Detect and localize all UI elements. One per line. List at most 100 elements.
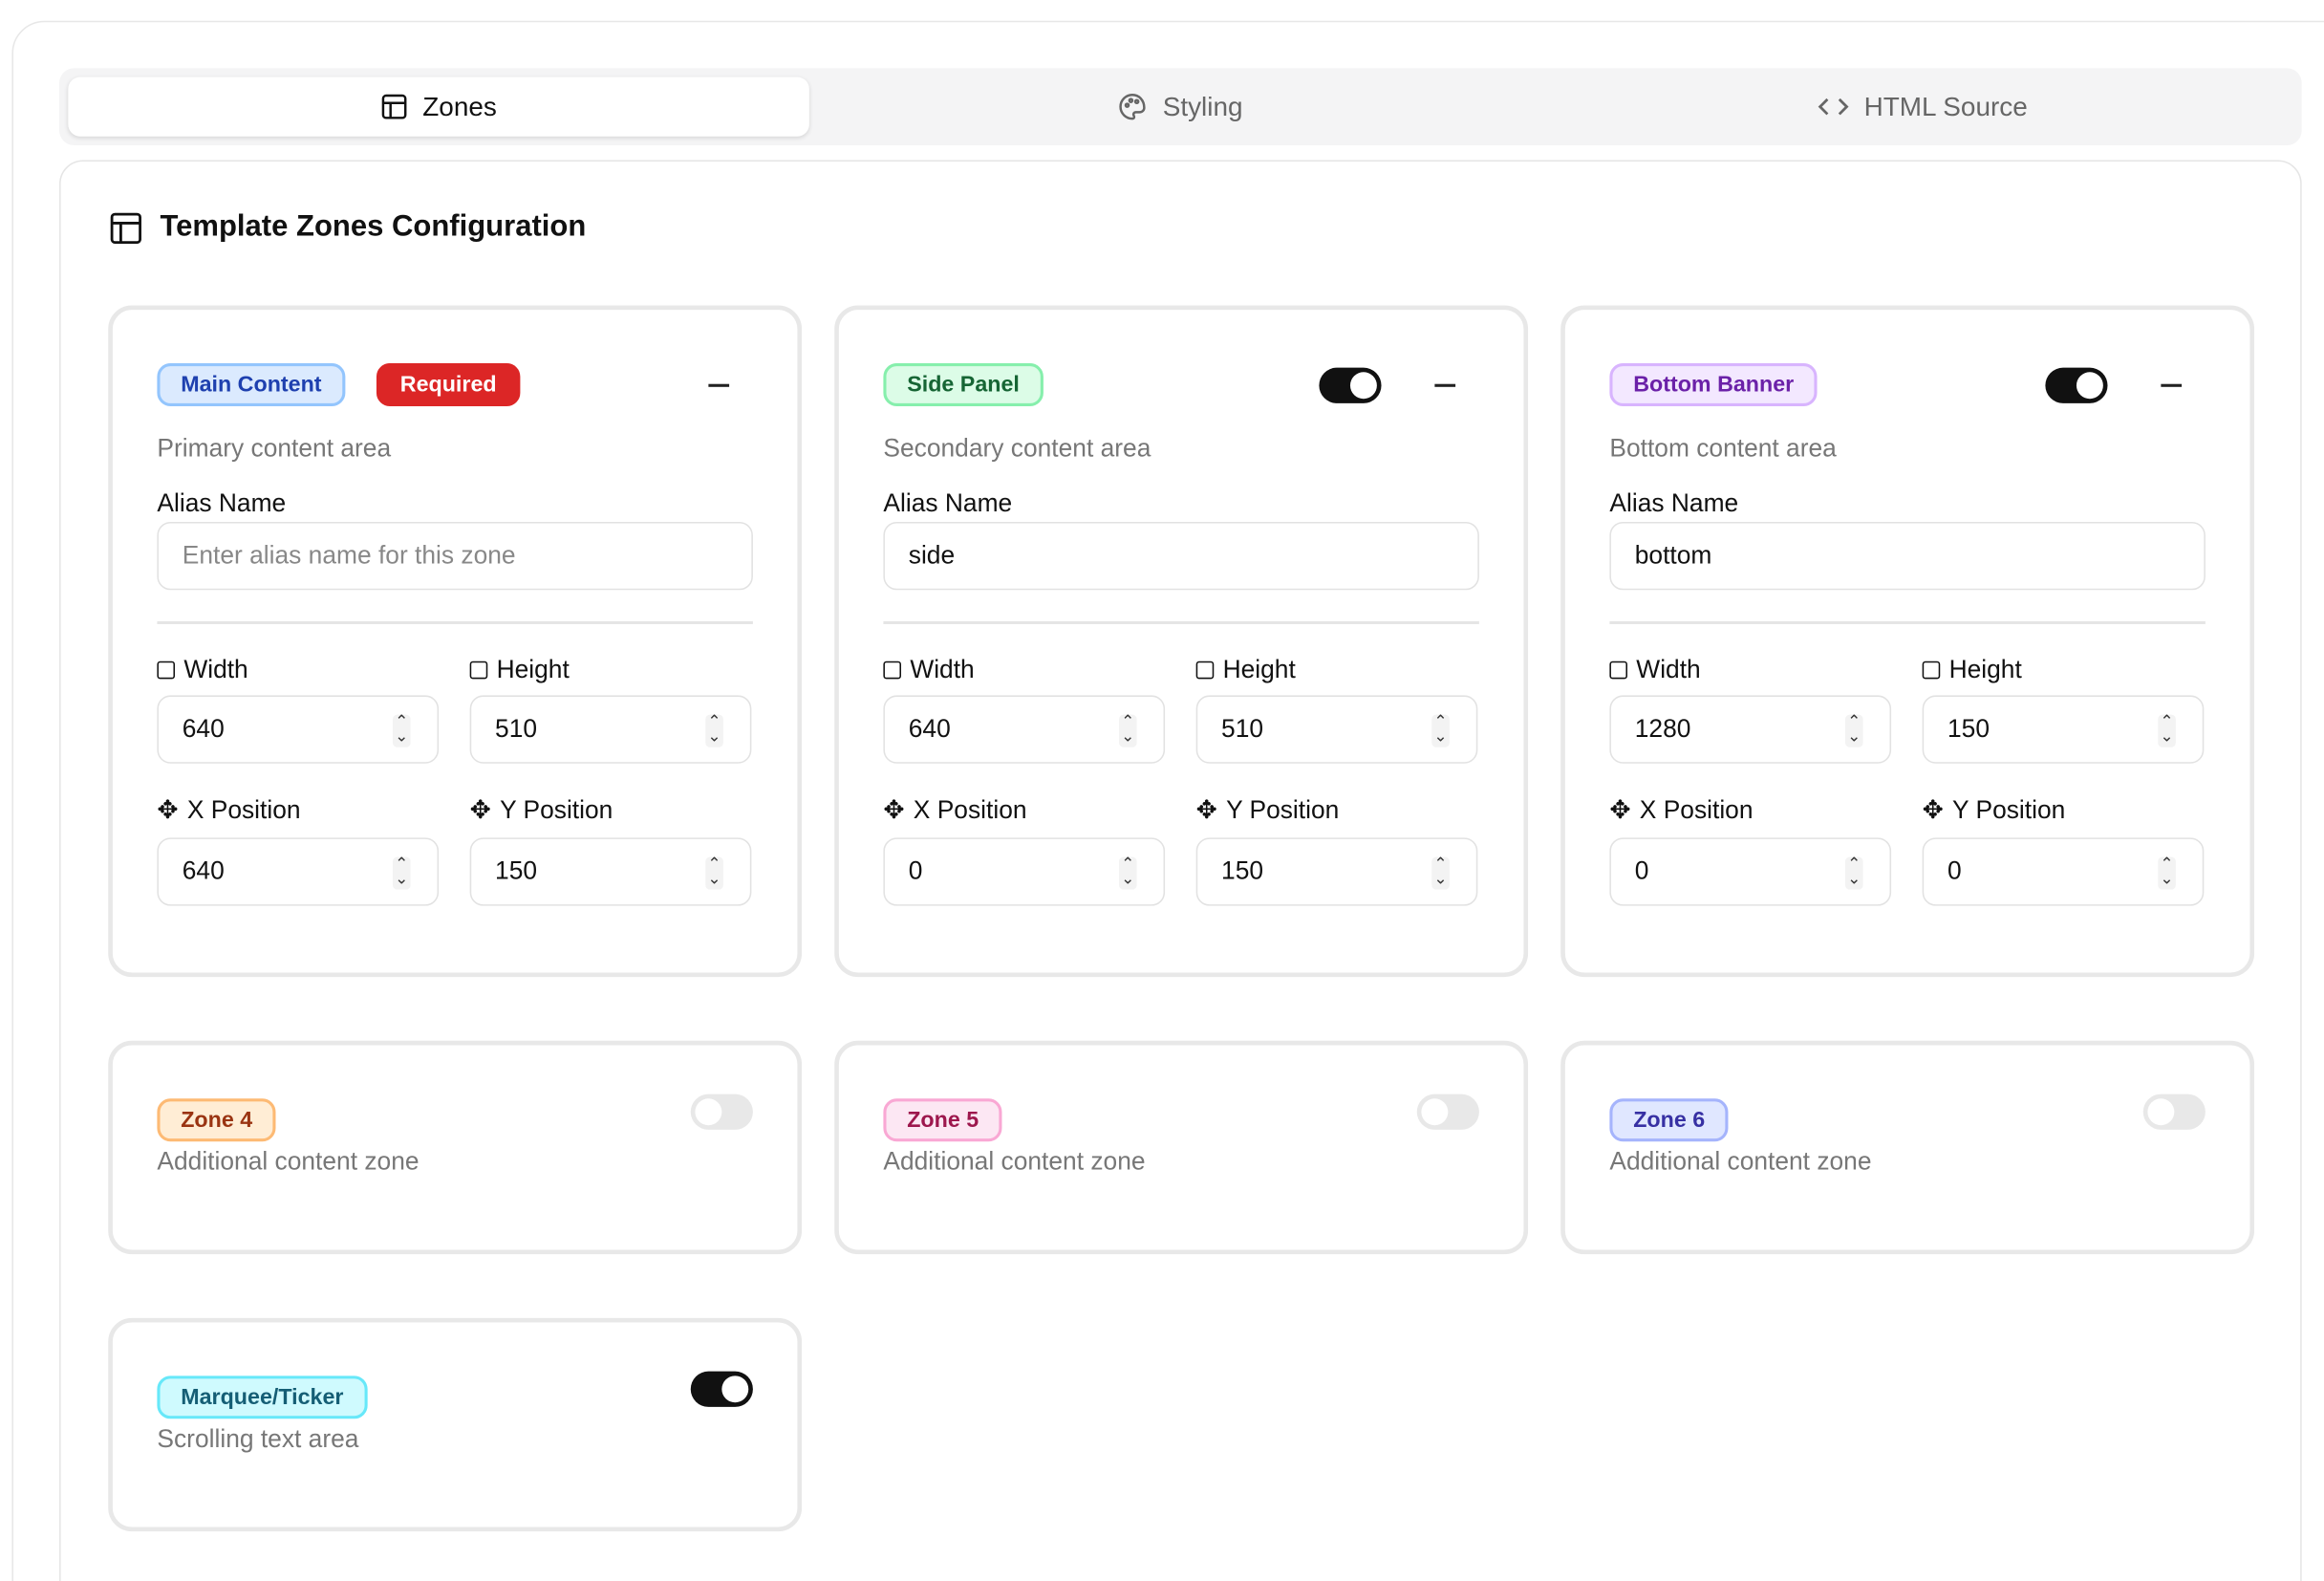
square-icon — [1922, 661, 1941, 680]
zone-card: Zone 4 Additional content zone — [108, 1040, 803, 1255]
zone-enable-toggle[interactable] — [2142, 1094, 2206, 1130]
divider — [157, 620, 753, 624]
square-icon — [1609, 661, 1627, 680]
zone-badge: Zone 5 — [883, 1098, 1003, 1142]
zone-description: Additional content zone — [883, 1147, 1146, 1176]
value: 150 — [1221, 856, 1264, 885]
zone-enable-toggle[interactable] — [690, 1371, 753, 1407]
height-input[interactable]: 150 ⌃ ⌄ — [1922, 695, 2205, 764]
tab-label: HTML Source — [1863, 91, 2028, 121]
width-input[interactable]: 1280 ⌃ ⌄ — [1609, 695, 1892, 764]
height-label: Height — [1195, 656, 1296, 685]
zone-badge: Zone 4 — [157, 1098, 277, 1142]
alias-input[interactable]: side — [883, 521, 1479, 591]
zone-badge: Zone 6 — [1609, 1098, 1729, 1142]
value: 510 — [1221, 714, 1264, 744]
divider — [883, 620, 1479, 624]
tab-html-source[interactable]: HTML Source — [1551, 77, 2292, 137]
stepper-icon[interactable]: ⌃ ⌄ — [393, 714, 411, 747]
width-input[interactable]: 640 ⌃ ⌄ — [157, 695, 440, 764]
move-icon: ✥ — [157, 795, 179, 825]
y-position-label: ✥ Y Position — [1195, 795, 1340, 825]
zone-description: Additional content zone — [157, 1147, 420, 1176]
y-position-label: ✥ Y Position — [469, 795, 613, 825]
width-label: Width — [883, 656, 975, 685]
alias-input[interactable]: Enter alias name for this zone — [157, 521, 753, 591]
stepper-icon[interactable]: ⌃ ⌄ — [393, 856, 411, 890]
width-label: Width — [157, 656, 248, 685]
panel-title: Template Zones Configuration — [110, 210, 587, 245]
palette-icon — [1120, 94, 1147, 120]
value: 150 — [1947, 714, 1990, 744]
zone-card: Zone 5 Additional content zone — [834, 1040, 1529, 1255]
tab-zones[interactable]: Zones — [68, 76, 810, 137]
value: 150 — [495, 856, 538, 885]
height-input[interactable]: 510 ⌃ ⌄ — [1195, 695, 1478, 764]
zone-badge: Main Content — [157, 362, 346, 406]
y-position-input[interactable]: 150 ⌃ ⌄ — [469, 837, 752, 906]
value: 1280 — [1634, 714, 1691, 744]
collapse-icon[interactable] — [708, 383, 730, 387]
stepper-icon[interactable]: ⌃ ⌄ — [2158, 856, 2176, 890]
value: 510 — [495, 714, 538, 744]
tab-label: Zones — [422, 91, 497, 121]
stepper-icon[interactable]: ⌃ ⌄ — [705, 714, 723, 747]
zone-card: Main Content Required Primary content area… — [108, 305, 803, 978]
stepper-icon[interactable]: ⌃ ⌄ — [1431, 714, 1450, 747]
width-label: Width — [1609, 656, 1701, 685]
stepper-icon[interactable]: ⌃ ⌄ — [1844, 714, 1863, 747]
height-label: Height — [469, 656, 570, 685]
zone-description: Primary content area — [157, 434, 392, 463]
code-icon — [1818, 97, 1848, 116]
stepper-icon[interactable]: ⌃ ⌄ — [1119, 856, 1137, 890]
zone-description: Scrolling text area — [157, 1424, 359, 1453]
zone-badge: Side Panel — [883, 362, 1044, 406]
x-position-label: ✥ X Position — [1609, 795, 1754, 825]
alias-label: Alias Name — [883, 488, 1013, 518]
tab-bar: Zones Styling HTML Source — [59, 68, 2302, 145]
zone-enable-toggle[interactable] — [2045, 367, 2108, 403]
tab-styling[interactable]: Styling — [809, 77, 1551, 137]
collapse-icon[interactable] — [2161, 383, 2183, 387]
square-icon — [469, 661, 488, 680]
stepper-icon[interactable]: ⌃ ⌄ — [1119, 714, 1137, 747]
required-badge: Required — [376, 362, 521, 406]
alias-input[interactable]: bottom — [1609, 521, 2206, 591]
x-position-label: ✥ X Position — [157, 795, 301, 825]
height-label: Height — [1922, 656, 2022, 685]
x-position-input[interactable]: 0 ⌃ ⌄ — [883, 837, 1166, 906]
alias-label: Alias Name — [1609, 488, 1739, 518]
y-position-input[interactable]: 0 ⌃ ⌄ — [1922, 837, 2205, 906]
stepper-icon[interactable]: ⌃ ⌄ — [1844, 856, 1863, 890]
move-icon: ✥ — [469, 795, 491, 825]
zone-badge: Marquee/Ticker — [157, 1375, 368, 1419]
x-position-input[interactable]: 0 ⌃ ⌄ — [1609, 837, 1892, 906]
move-icon: ✥ — [1195, 795, 1217, 825]
value: 640 — [182, 856, 225, 885]
value: 0 — [1947, 856, 1962, 885]
stepper-icon[interactable]: ⌃ ⌄ — [1431, 856, 1450, 890]
divider — [1609, 620, 2206, 624]
x-position-input[interactable]: 640 ⌃ ⌄ — [157, 837, 440, 906]
height-input[interactable]: 510 ⌃ ⌄ — [469, 695, 752, 764]
width-input[interactable]: 640 ⌃ ⌄ — [883, 695, 1166, 764]
zone-enable-toggle[interactable] — [1319, 367, 1382, 403]
stepper-icon[interactable]: ⌃ ⌄ — [2158, 714, 2176, 747]
x-position-label: ✥ X Position — [883, 795, 1027, 825]
zone-enable-toggle[interactable] — [1416, 1094, 1479, 1130]
zone-badge: Bottom Banner — [1609, 362, 1818, 406]
value: 640 — [182, 714, 225, 744]
stepper-icon[interactable]: ⌃ ⌄ — [705, 856, 723, 890]
value: 0 — [1634, 856, 1649, 885]
move-icon: ✥ — [1922, 795, 1944, 825]
y-position-input[interactable]: 150 ⌃ ⌄ — [1195, 837, 1478, 906]
zone-card: Zone 6 Additional content zone — [1560, 1040, 2255, 1255]
y-position-label: ✥ Y Position — [1922, 795, 2066, 825]
zone-description: Secondary content area — [883, 434, 1151, 463]
collapse-icon[interactable] — [1434, 383, 1456, 387]
move-icon: ✥ — [1609, 795, 1631, 825]
zone-description: Additional content zone — [1609, 1147, 1872, 1176]
square-icon — [1195, 661, 1215, 680]
zone-card: Side Panel Secondary content area Alias Na… — [834, 305, 1529, 978]
zone-enable-toggle[interactable] — [690, 1094, 753, 1130]
